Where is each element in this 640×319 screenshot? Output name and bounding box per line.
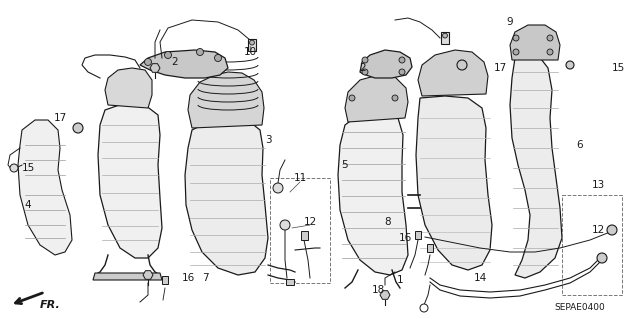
Polygon shape — [188, 72, 264, 128]
Circle shape — [145, 58, 152, 65]
Text: 10: 10 — [243, 47, 257, 57]
Circle shape — [362, 57, 368, 63]
Circle shape — [513, 35, 519, 41]
Bar — [427, 244, 433, 252]
Text: SEPAE0400: SEPAE0400 — [555, 303, 605, 313]
Bar — [441, 33, 449, 44]
Circle shape — [196, 48, 204, 56]
Circle shape — [420, 304, 428, 312]
Circle shape — [399, 57, 405, 63]
Bar — [562, 195, 622, 295]
Circle shape — [566, 61, 574, 69]
Polygon shape — [345, 75, 408, 122]
Polygon shape — [150, 64, 160, 72]
Circle shape — [10, 164, 18, 172]
Polygon shape — [338, 110, 408, 275]
Circle shape — [547, 35, 553, 41]
Bar — [415, 231, 421, 239]
Circle shape — [443, 33, 447, 38]
Text: 7: 7 — [202, 273, 208, 283]
Circle shape — [547, 49, 553, 55]
Text: 16: 16 — [181, 273, 195, 283]
Polygon shape — [360, 50, 412, 78]
Text: 12: 12 — [591, 225, 605, 235]
Bar — [270, 178, 330, 283]
Text: 5: 5 — [342, 160, 348, 170]
Circle shape — [273, 183, 283, 193]
Circle shape — [457, 60, 467, 70]
Text: 2: 2 — [172, 57, 179, 67]
Circle shape — [73, 123, 83, 133]
Text: 9: 9 — [507, 17, 513, 27]
Text: 6: 6 — [577, 140, 583, 150]
Text: 13: 13 — [591, 180, 605, 190]
Circle shape — [392, 95, 398, 101]
Text: 2: 2 — [360, 63, 366, 73]
Text: 1: 1 — [397, 275, 403, 285]
Circle shape — [164, 51, 172, 58]
Polygon shape — [510, 25, 560, 60]
Circle shape — [280, 220, 290, 230]
Polygon shape — [380, 291, 390, 299]
Circle shape — [250, 40, 255, 45]
Bar — [162, 276, 168, 284]
Circle shape — [349, 95, 355, 101]
Polygon shape — [140, 50, 228, 78]
Polygon shape — [185, 115, 268, 275]
Text: 17: 17 — [53, 113, 67, 123]
Text: 11: 11 — [293, 173, 307, 183]
Bar — [286, 279, 294, 285]
Polygon shape — [18, 120, 72, 255]
Text: 15: 15 — [21, 163, 35, 173]
Text: FR.: FR. — [40, 300, 61, 310]
Text: 15: 15 — [611, 63, 625, 73]
Polygon shape — [510, 52, 562, 278]
Polygon shape — [143, 271, 153, 279]
Circle shape — [607, 225, 617, 235]
Bar — [248, 40, 256, 51]
Bar — [301, 231, 307, 240]
Polygon shape — [105, 68, 152, 108]
Circle shape — [362, 69, 368, 75]
Text: 12: 12 — [303, 217, 317, 227]
Polygon shape — [416, 96, 492, 270]
Text: 18: 18 — [371, 285, 385, 295]
Text: 3: 3 — [265, 135, 271, 145]
Polygon shape — [418, 50, 488, 96]
Circle shape — [513, 49, 519, 55]
Circle shape — [399, 69, 405, 75]
Text: 14: 14 — [474, 273, 486, 283]
Text: 17: 17 — [493, 63, 507, 73]
Text: 16: 16 — [398, 233, 412, 243]
Polygon shape — [93, 273, 162, 280]
Circle shape — [597, 253, 607, 263]
Text: 4: 4 — [25, 200, 31, 210]
Circle shape — [214, 55, 221, 62]
Text: 8: 8 — [385, 217, 391, 227]
Polygon shape — [98, 103, 162, 258]
